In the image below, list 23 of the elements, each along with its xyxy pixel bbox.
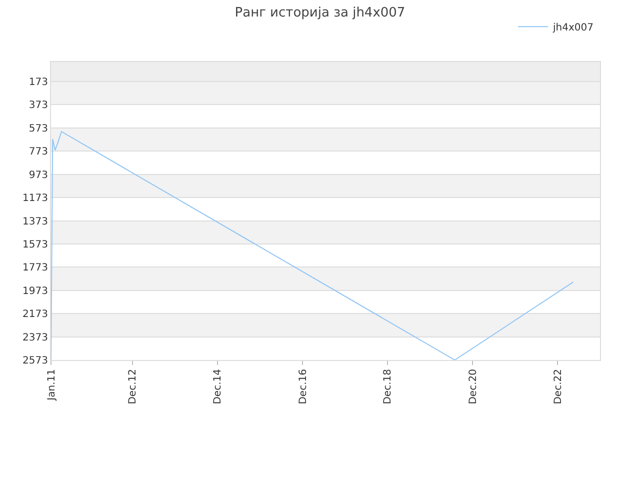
y-tick-label: 2573 <box>22 356 48 366</box>
x-tick-label: Dec.16 <box>298 369 309 404</box>
chart-title: Ранг историја за jh4x007 <box>234 5 406 20</box>
y-tick-label: 1773 <box>22 262 48 274</box>
y-tick-label: 973 <box>28 170 48 181</box>
y-tick-label: 2373 <box>22 332 48 344</box>
x-tick-label: Dec.20 <box>468 369 479 404</box>
y-tick-label: 2173 <box>22 309 48 320</box>
legend-label: jh4x007 <box>552 22 594 34</box>
x-tick-label: Dec.14 <box>212 369 224 404</box>
line-series <box>51 131 574 360</box>
x-tick-label: Jan.11 <box>46 369 58 402</box>
y-tick-label: 1173 <box>22 193 48 204</box>
y-tick-label: 373 <box>28 100 48 112</box>
x-tick-label: Dec.12 <box>128 369 139 404</box>
x-tick-label: Dec.22 <box>552 369 564 404</box>
y-tick-label: 1373 <box>22 216 48 228</box>
y-tick-label: 1973 <box>22 286 48 297</box>
y-tick-label: 173 <box>28 77 48 88</box>
y-tick-label: 1573 <box>22 239 48 250</box>
x-tick-label: Dec.18 <box>382 369 394 404</box>
y-tick-label: 573 <box>28 123 48 134</box>
y-tick-label: 773 <box>28 146 48 158</box>
